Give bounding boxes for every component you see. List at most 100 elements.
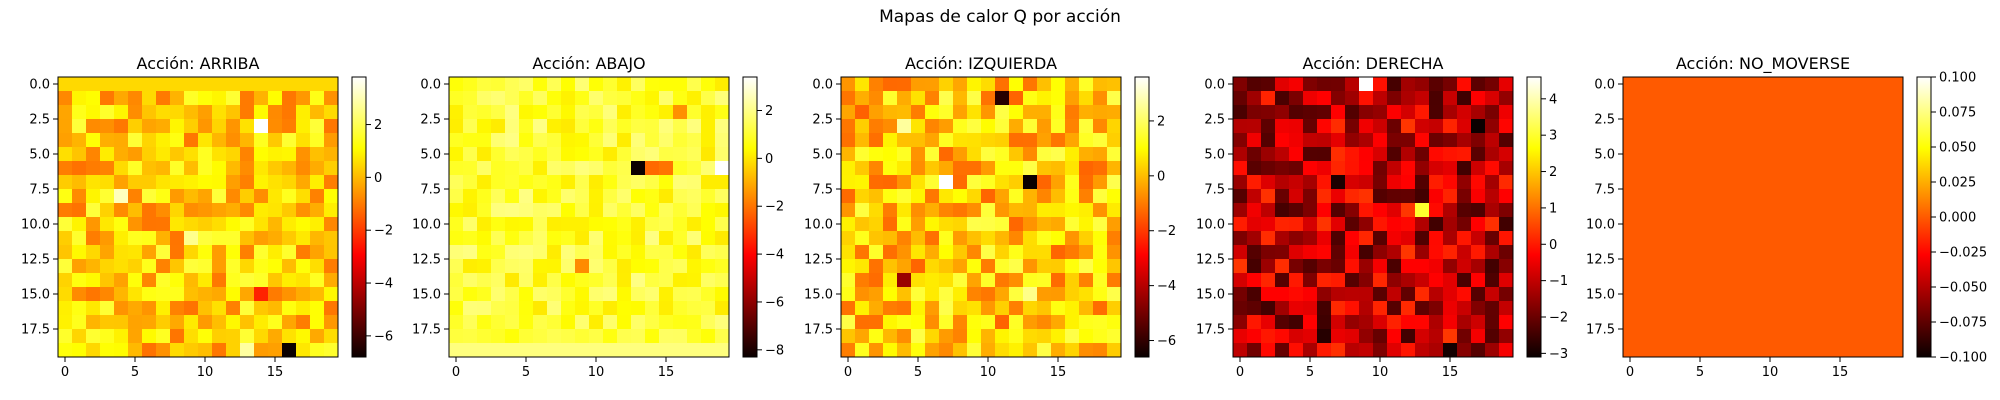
heatmap-cell [589, 245, 604, 260]
heatmap-cell [310, 259, 325, 274]
heatmap-cell [1889, 315, 1904, 330]
heatmap-cell [282, 245, 297, 260]
heatmap-cell [198, 119, 213, 134]
heatmap-cell [142, 259, 157, 274]
heatmap-cell [981, 119, 996, 134]
heatmap-cell [1833, 217, 1848, 232]
heatmap-cell [1079, 231, 1094, 246]
heatmap-cell [1079, 133, 1094, 148]
heatmap-cell [1707, 147, 1722, 162]
heatmap-cell [645, 189, 660, 204]
heatmap-cell [953, 301, 968, 316]
heatmap-cell [1805, 343, 1820, 358]
heatmap-cell [1359, 133, 1374, 148]
heatmap-cell [1051, 189, 1066, 204]
heatmap-cell [1485, 119, 1500, 134]
heatmap-cell [1665, 315, 1680, 330]
heatmap-cell [911, 301, 926, 316]
heatmap-cell [911, 189, 926, 204]
heatmap-cell [841, 119, 856, 134]
colorbar-tick-label: −6 [1157, 334, 1176, 349]
heatmap-cell [1651, 245, 1666, 260]
heatmap-cell [715, 147, 730, 162]
heatmap-cell [1275, 175, 1290, 190]
heatmap-cell [1875, 91, 1890, 106]
heatmap-cell [1429, 189, 1444, 204]
heatmap-cell [254, 343, 269, 358]
heatmap-cell [156, 105, 171, 120]
heatmap-cell [519, 91, 534, 106]
heatmap-cell [1721, 329, 1736, 344]
heatmap-cell [897, 315, 912, 330]
heatmap-cell [981, 147, 996, 162]
heatmap-cell [324, 105, 339, 120]
heatmap-cell [1079, 287, 1094, 302]
heatmap-cell [1373, 161, 1388, 176]
heatmap-cell [631, 231, 646, 246]
heatmap-cell [240, 203, 255, 218]
heatmap-cell [114, 315, 129, 330]
heatmap-cell [1875, 245, 1890, 260]
heatmap-cell [519, 133, 534, 148]
colorbar-tick-label: −2 [1157, 224, 1176, 239]
heatmap-cell [995, 77, 1010, 92]
heatmap-cell [1889, 105, 1904, 120]
heatmap-cell [1079, 147, 1094, 162]
heatmap-cell [1457, 175, 1472, 190]
heatmap-cell [268, 217, 283, 232]
heatmap-cell [1303, 77, 1318, 92]
heatmap-cell [1721, 203, 1736, 218]
heatmap-cell [1373, 175, 1388, 190]
heatmap-cell [925, 329, 940, 344]
heatmap-cell [1009, 133, 1024, 148]
heatmap-cell [86, 175, 101, 190]
heatmap-cell [673, 217, 688, 232]
x-tick-label: 5 [1306, 365, 1314, 380]
heatmap-cell [869, 301, 884, 316]
heatmap-cell [897, 301, 912, 316]
heatmap-cell [1777, 147, 1792, 162]
heatmap-cell [114, 203, 129, 218]
heatmap-cell [324, 161, 339, 176]
heatmap-cell [701, 343, 716, 358]
heatmap-cell [1429, 287, 1444, 302]
heatmap-cell [1079, 91, 1094, 106]
heatmap-cell [995, 133, 1010, 148]
heatmap-cell [226, 315, 241, 330]
heatmap-cell [1233, 133, 1248, 148]
heatmap-cell [1777, 161, 1792, 176]
heatmap-cell [911, 245, 926, 260]
heatmap-cell [1443, 231, 1458, 246]
heatmap-cell [967, 175, 982, 190]
heatmap-cell [1637, 231, 1652, 246]
heatmap-cell [1651, 147, 1666, 162]
heatmap-cell [1345, 189, 1360, 204]
heatmap-cell [1693, 203, 1708, 218]
heatmap-cell [589, 203, 604, 218]
heatmap-cell [254, 329, 269, 344]
heatmap-cell [1693, 105, 1708, 120]
heatmap-cell [1763, 287, 1778, 302]
heatmap-cell [1359, 161, 1374, 176]
heatmap-cell [659, 245, 674, 260]
heatmap-cell [1415, 231, 1430, 246]
heatmap-cell [100, 287, 115, 302]
heatmap-cell [1093, 119, 1108, 134]
heatmap-cell [925, 77, 940, 92]
heatmap-cell [310, 287, 325, 302]
heatmap-cell [128, 175, 143, 190]
heatmap-cell [463, 175, 478, 190]
heatmap-cell [72, 287, 87, 302]
heatmap-cell [659, 315, 674, 330]
colorbar-tick-label: 2 [765, 104, 773, 119]
heatmap-cell [1499, 315, 1514, 330]
heatmap-cell [589, 231, 604, 246]
heatmap-cell [1415, 147, 1430, 162]
heatmap-cell [645, 77, 660, 92]
heatmap-cell [1107, 175, 1122, 190]
heatmap-cell [505, 147, 520, 162]
heatmap-cell [687, 203, 702, 218]
heatmap-cell [1471, 245, 1486, 260]
heatmap-cell [1749, 189, 1764, 204]
heatmap-cell [939, 203, 954, 218]
